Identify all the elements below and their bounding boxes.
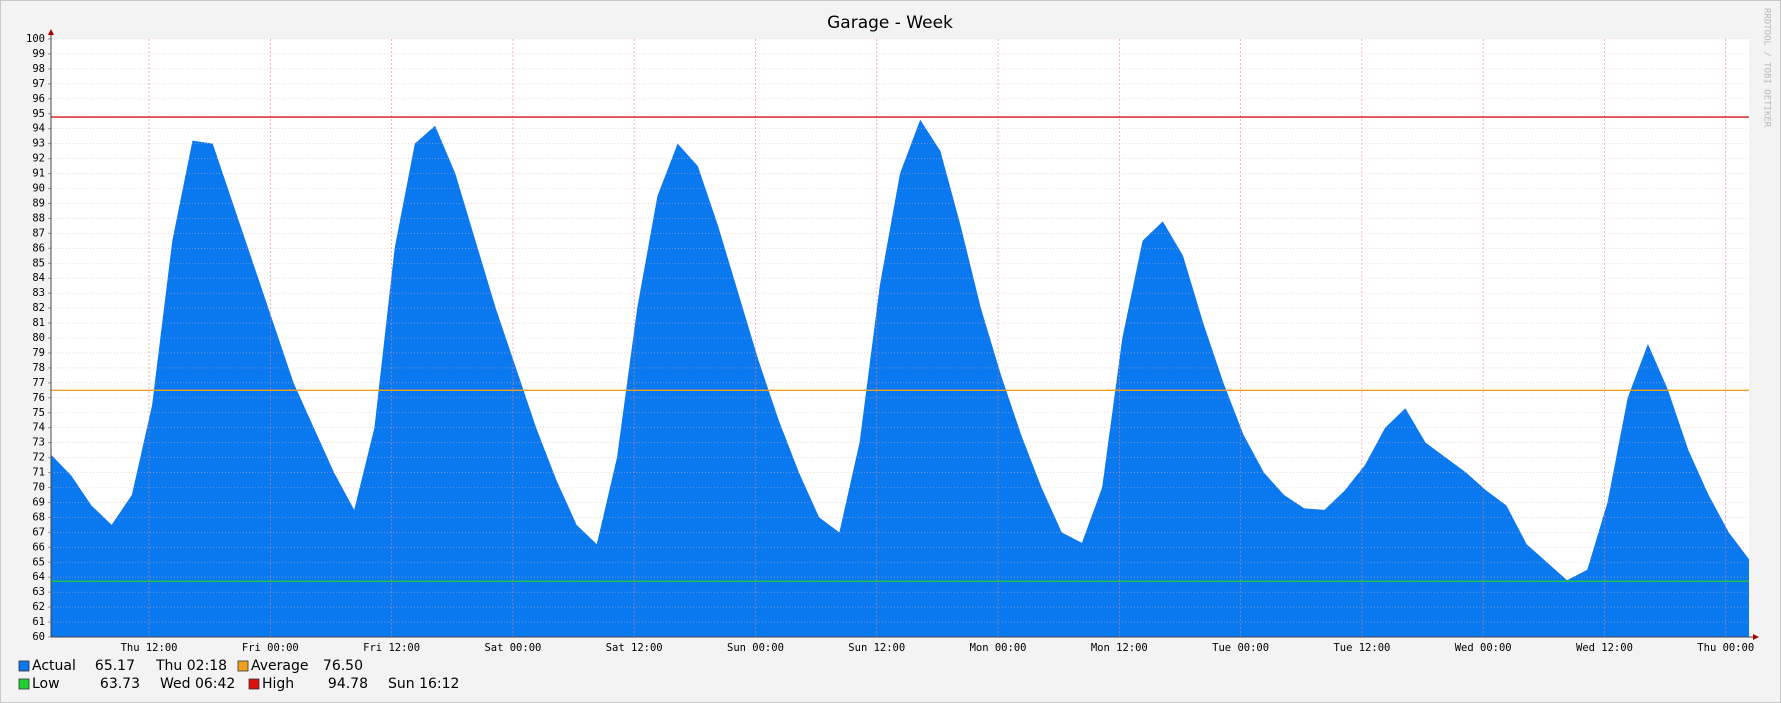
- x-tick-label: Tue 00:00: [1212, 642, 1269, 654]
- y-tick-label: 95: [32, 108, 45, 120]
- y-tick-label: 62: [32, 601, 45, 613]
- y-tick-label: 91: [32, 168, 45, 180]
- y-tick-label: 61: [32, 616, 45, 628]
- y-tick-label: 79: [32, 347, 45, 359]
- legend-value: 94.78: [328, 676, 368, 692]
- y-tick-label: 94: [32, 123, 45, 135]
- y-tick-label: 81: [32, 317, 45, 329]
- y-tick-label: 82: [32, 302, 45, 314]
- y-tick-label: 89: [32, 197, 45, 209]
- x-tick-label: Tue 12:00: [1333, 642, 1390, 654]
- legend-label: High: [262, 676, 294, 692]
- y-tick-label: 96: [32, 93, 45, 105]
- y-tick-label: 76: [32, 392, 45, 404]
- legend-time: Thu 02:18: [155, 658, 227, 674]
- y-tick-label: 84: [32, 272, 45, 284]
- x-tick-label: Fri 00:00: [242, 642, 299, 654]
- y-tick-label: 74: [32, 422, 45, 434]
- y-tick-label: 87: [32, 227, 45, 239]
- y-tick-label: 65: [32, 556, 45, 568]
- legend-swatch: [237, 660, 249, 672]
- y-tick-label: 85: [32, 257, 45, 269]
- axis-arrow: [48, 29, 54, 35]
- y-tick-label: 63: [32, 586, 45, 598]
- y-tick-label: 92: [32, 153, 45, 165]
- axis-arrow: [1753, 634, 1759, 640]
- y-tick-label: 93: [32, 138, 45, 150]
- y-tick-label: 100: [26, 33, 45, 45]
- y-tick-label: 78: [32, 362, 45, 374]
- x-tick-label: Mon 00:00: [970, 642, 1027, 654]
- y-tick-label: 68: [32, 511, 45, 523]
- legend-swatch: [248, 678, 260, 690]
- legend-label: Actual: [32, 658, 76, 674]
- legend-swatch: [18, 660, 30, 672]
- y-tick-label: 98: [32, 63, 45, 75]
- chart-title: Garage - Week: [827, 13, 953, 33]
- legend-label: Average: [251, 658, 309, 674]
- y-tick-label: 73: [32, 437, 45, 449]
- y-tick-label: 60: [32, 631, 45, 643]
- legend-value: 63.73: [100, 676, 140, 692]
- x-tick-label: Wed 00:00: [1455, 642, 1512, 654]
- y-tick-label: 86: [32, 242, 45, 254]
- y-tick-label: 99: [32, 48, 45, 60]
- area: [51, 119, 1749, 638]
- x-tick-label: Fri 12:00: [363, 642, 420, 654]
- x-tick-label: Thu 12:00: [121, 642, 178, 654]
- y-tick-label: 64: [32, 571, 45, 583]
- y-tick-label: 77: [32, 377, 45, 389]
- x-tick-label: Sat 00:00: [484, 642, 541, 654]
- legend-value: 65.17: [95, 658, 135, 674]
- y-tick-label: 97: [32, 78, 45, 90]
- x-tick-label: Thu 00:00: [1697, 642, 1754, 654]
- watermark: RRDTOOL / TOBI OETIKER: [1762, 8, 1772, 128]
- y-tick-label: 69: [32, 496, 45, 508]
- x-tick-label: Sun 00:00: [727, 642, 784, 654]
- x-tick-label: Sun 12:00: [848, 642, 905, 654]
- legend-time: Sun 16:12: [388, 676, 459, 692]
- legend-swatch: [18, 678, 30, 690]
- x-tick-label: Mon 12:00: [1091, 642, 1148, 654]
- y-tick-label: 83: [32, 287, 45, 299]
- y-tick-label: 71: [32, 467, 45, 479]
- y-tick-label: 66: [32, 541, 45, 553]
- y-tick-label: 75: [32, 407, 45, 419]
- y-tick-label: 90: [32, 183, 45, 195]
- y-tick-label: 88: [32, 212, 45, 224]
- y-tick-label: 72: [32, 452, 45, 464]
- legend-label: Low: [32, 676, 60, 692]
- y-tick-label: 70: [32, 482, 45, 494]
- legend-value: 76.50: [323, 658, 363, 674]
- x-tick-label: Sat 12:00: [606, 642, 663, 654]
- x-tick-label: Wed 12:00: [1576, 642, 1633, 654]
- y-tick-label: 80: [32, 332, 45, 344]
- legend-time: Wed 06:42: [160, 676, 235, 692]
- y-tick-label: 67: [32, 526, 45, 538]
